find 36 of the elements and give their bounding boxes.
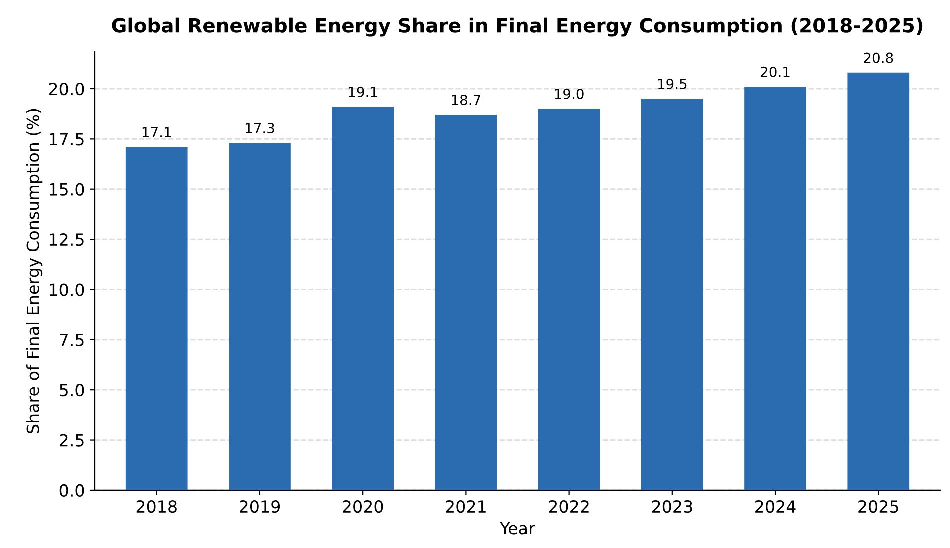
data-label: 19.0 xyxy=(555,88,584,100)
y-tick-label: 0.0 xyxy=(60,484,84,498)
bar xyxy=(229,143,291,490)
y-tick-label: 5.0 xyxy=(60,384,84,397)
x-tick-label: 2025 xyxy=(858,500,898,514)
y-tick-label: 15.0 xyxy=(50,183,84,196)
data-label: 18.7 xyxy=(452,94,480,106)
data-label: 20.1 xyxy=(761,66,790,78)
x-tick-label: 2019 xyxy=(240,500,280,514)
bar xyxy=(435,115,498,490)
y-tick-label: 7.5 xyxy=(60,334,84,346)
data-label: 20.8 xyxy=(864,52,894,64)
x-tick-label: 2018 xyxy=(136,500,177,514)
x-axis-title: Year xyxy=(500,522,536,535)
y-tick-label: 17.5 xyxy=(50,133,84,146)
x-tick-label: 2021 xyxy=(446,500,486,514)
y-tick-label: 20.0 xyxy=(49,82,84,96)
y-tick-label: 2.5 xyxy=(60,434,84,447)
bar xyxy=(332,107,394,490)
bar xyxy=(126,147,188,490)
x-tick-label: 2024 xyxy=(756,500,796,514)
y-axis-title: Share of Final Energy Consumption (%) xyxy=(26,109,43,434)
data-label: 17.3 xyxy=(246,123,274,134)
data-label: 19.1 xyxy=(349,86,378,98)
data-label: 17.1 xyxy=(142,127,172,138)
bar xyxy=(538,109,600,490)
bar xyxy=(848,72,910,490)
y-tick-label: 10.0 xyxy=(50,284,84,296)
x-tick-label: 2022 xyxy=(549,500,589,514)
bar xyxy=(641,99,704,490)
data-label: 19.5 xyxy=(658,78,687,90)
y-tick-label: 12.5 xyxy=(50,234,84,246)
bar xyxy=(744,86,806,490)
chart-title: Global Renewable Energy Share in Final Energy Consumption (2018-2025) xyxy=(112,18,923,37)
x-tick-label: 2023 xyxy=(652,500,692,514)
x-tick-label: 2020 xyxy=(343,500,384,514)
